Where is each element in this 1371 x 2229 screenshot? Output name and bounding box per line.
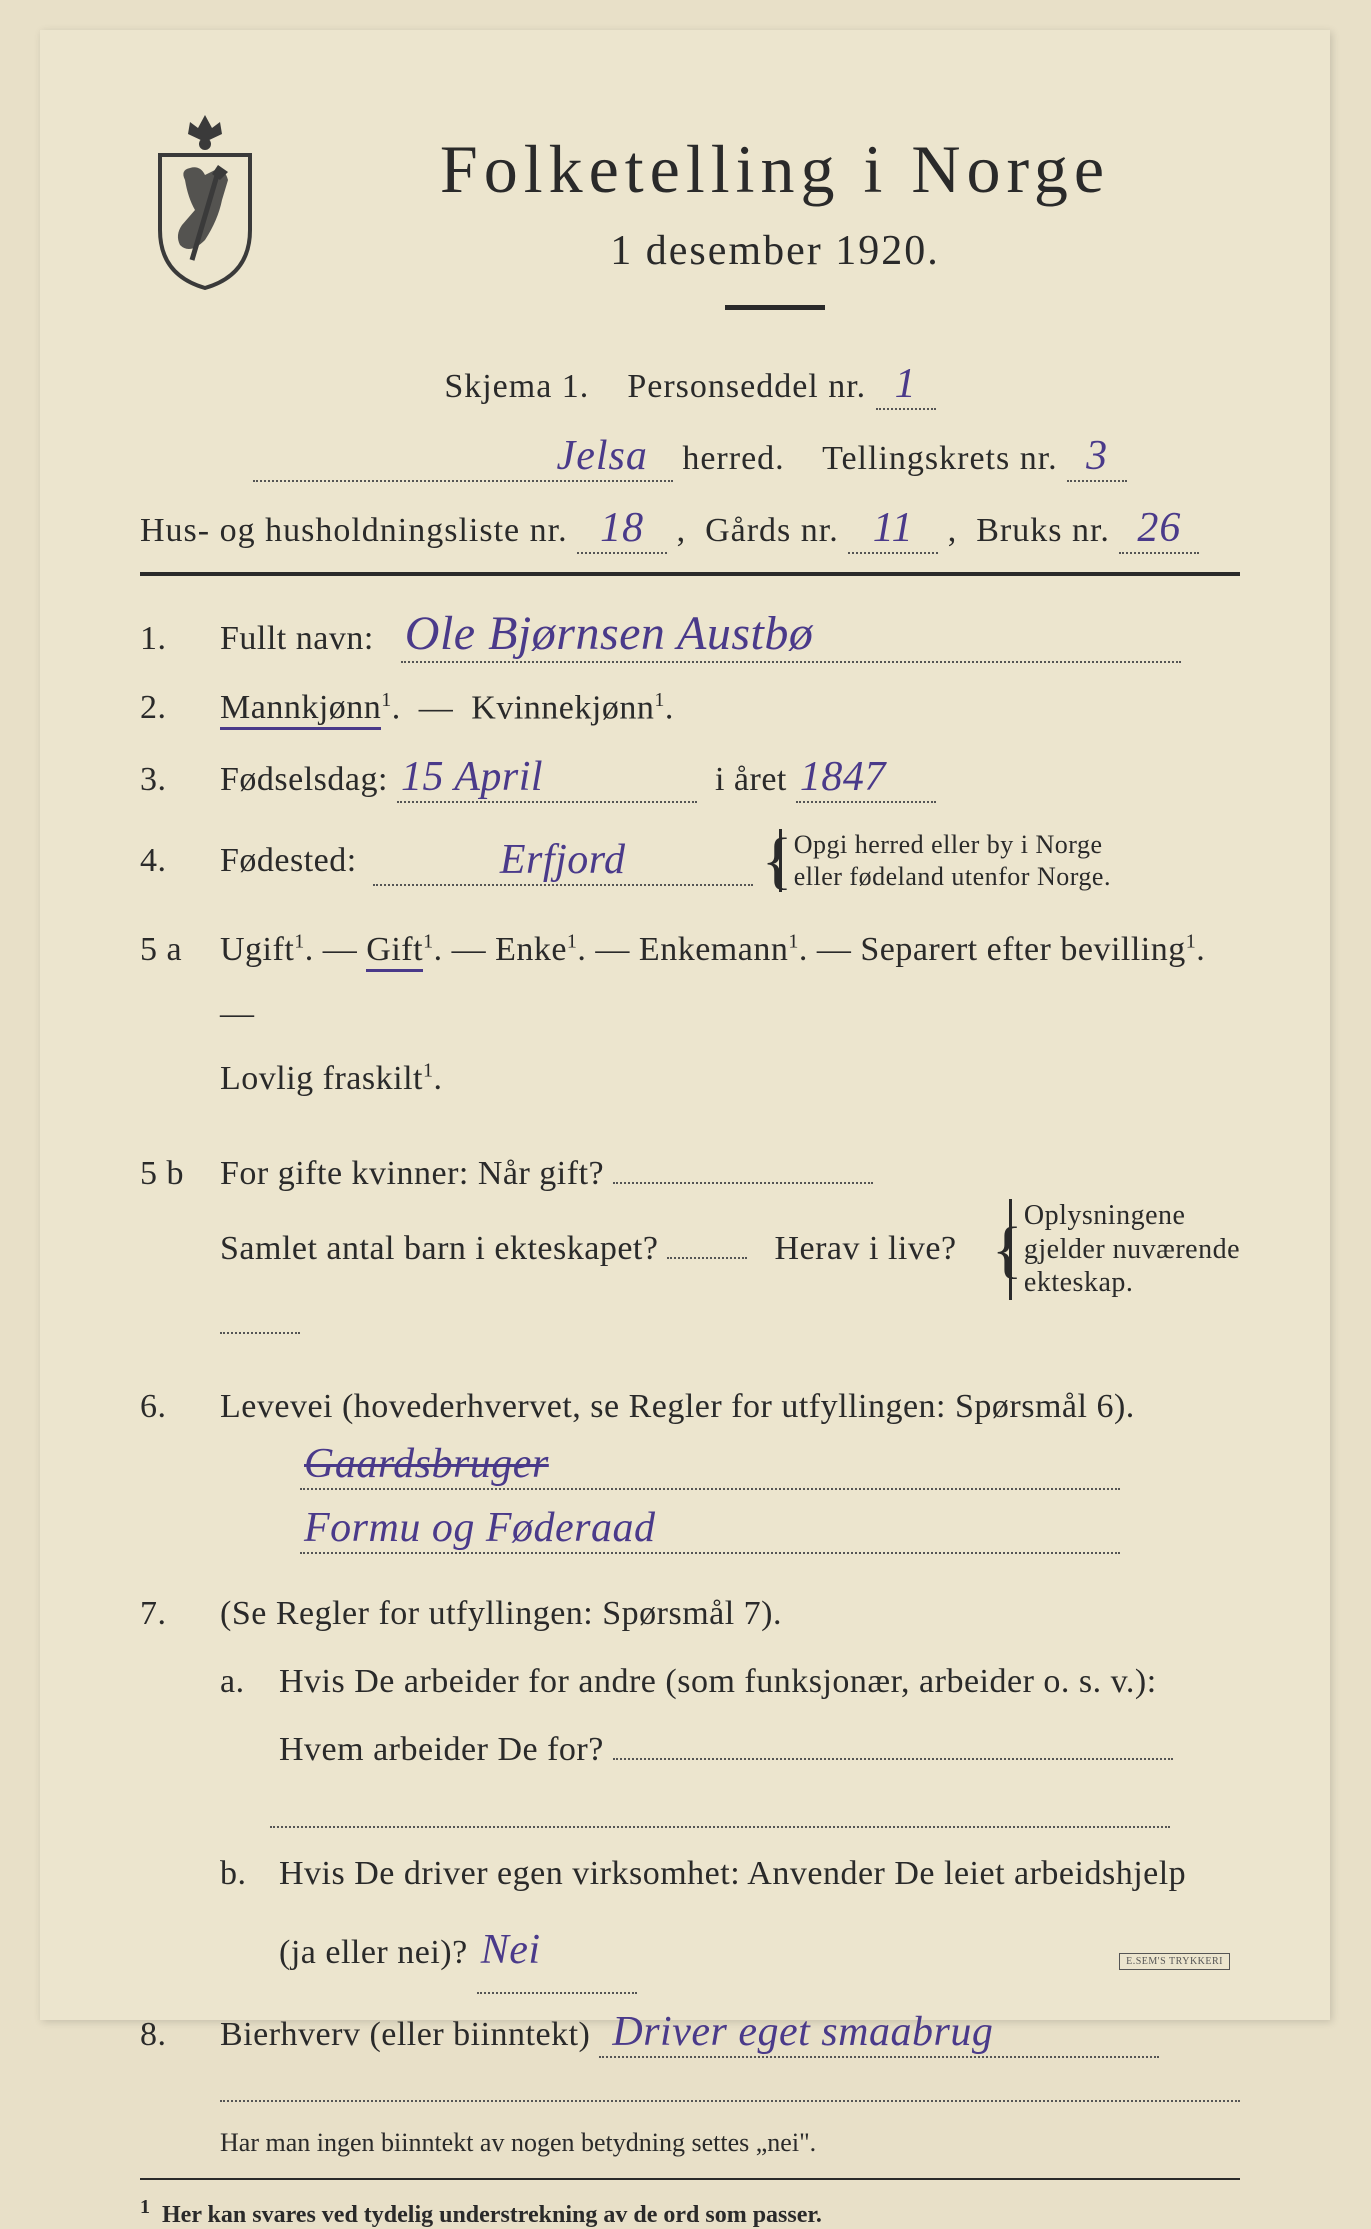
q7a-value xyxy=(613,1758,1173,1760)
q7-row: 7. (Se Regler for utfyllingen: Spørsmål … xyxy=(140,1580,1240,1994)
q3-year-label: i året xyxy=(715,761,787,798)
q2-female: Kvinnekjønn xyxy=(471,689,654,726)
q2-row: 2. Mannkjønn1. — Kvinnekjønn1. xyxy=(140,689,1240,727)
q7a-label: a. xyxy=(220,1648,270,1716)
q8-value: Driver eget smaabrug xyxy=(599,2008,1159,2058)
q5a-opt-enke: Enke xyxy=(495,931,567,968)
divider-bottom xyxy=(140,2178,1240,2180)
q5a-opt-ugift: Ugift xyxy=(220,931,294,968)
q3-body: Fødselsdag: 15 April i året 1847 xyxy=(220,753,1240,803)
q6-value: Formu og Føderaad xyxy=(300,1504,1240,1554)
q5a-opt-enkemann: Enkemann xyxy=(639,931,788,968)
schema-label: Skjema 1. xyxy=(444,368,589,405)
q6-label: Levevei (hovederhvervet, se Regler for u… xyxy=(220,1388,1135,1425)
q5b-line2b: Herav i live? xyxy=(774,1230,956,1267)
q5b-left: For gifte kvinner: Når gift? Samlet anta… xyxy=(220,1137,971,1361)
q5a-opt-separert: Separert efter bevilling xyxy=(860,931,1185,968)
q1-body: Fullt navn: Ole Bjørnsen Austbø xyxy=(220,606,1240,663)
q4-body: Fødested: Erfjord Opgi herred eller by i… xyxy=(220,829,1240,891)
subtitle: 1 desember 1920. xyxy=(310,227,1240,275)
q2-male: Mannkjønn xyxy=(220,689,381,730)
q8-body: Bierhverv (eller biinntekt) Driver eget … xyxy=(220,2008,1240,2102)
meta-line-1: Skjema 1. Personseddel nr. 1 xyxy=(140,360,1240,410)
q7a-value-line2 xyxy=(270,1790,1170,1828)
q7-label: (Se Regler for utfyllingen: Spørsmål 7). xyxy=(220,1595,782,1632)
q7-num: 7. xyxy=(140,1595,220,1633)
q7a-text2: Hvem arbeider De for? xyxy=(279,1731,604,1768)
q3-daymonth: 15 April xyxy=(397,753,697,803)
q6-body: Levevei (hovederhvervet, se Regler for u… xyxy=(220,1388,1240,1554)
tellingskrets-nr: 3 xyxy=(1067,432,1127,482)
personseddel-nr: 1 xyxy=(876,360,936,410)
q6-num: 6. xyxy=(140,1388,220,1426)
q3-row: 3. Fødselsdag: 15 April i året 1847 xyxy=(140,753,1240,803)
title-rule xyxy=(725,305,825,310)
q1-value: Ole Bjørnsen Austbø xyxy=(401,606,1181,663)
title-block: Folketelling i Norge 1 desember 1920. xyxy=(310,110,1240,350)
footnote: 1 Her kan svares ved tydelig understrekn… xyxy=(140,2196,1240,2229)
q7b-text1: Hvis De driver egen virksomhet: Anvender… xyxy=(279,1855,1186,1892)
q4-row: 4. Fødested: Erfjord Opgi herred eller b… xyxy=(140,829,1240,891)
footer-note: Har man ingen biinntekt av nogen betydni… xyxy=(220,2128,1240,2158)
gards-label: Gårds nr. xyxy=(705,512,839,549)
q7-body: (Se Regler for utfyllingen: Spørsmål 7).… xyxy=(220,1580,1240,1994)
q6-value-struck: Gaardsbruger xyxy=(300,1440,1240,1490)
q5a-num: 5 a xyxy=(140,931,220,969)
q8-row: 8. Bierhverv (eller biinntekt) Driver eg… xyxy=(140,2008,1240,2102)
footnote-text: Her kan svares ved tydelig understreknin… xyxy=(162,2202,822,2228)
q8-label: Bierhverv (eller biinntekt) xyxy=(220,2016,590,2053)
divider-top xyxy=(140,572,1240,576)
q2-body: Mannkjønn1. — Kvinnekjønn1. xyxy=(220,689,1240,727)
tellingskrets-label: Tellingskrets nr. xyxy=(822,440,1058,477)
q3-label: Fødselsdag: xyxy=(220,761,388,798)
census-form-page: Folketelling i Norge 1 desember 1920. Sk… xyxy=(40,30,1330,2020)
q3-num: 3. xyxy=(140,761,220,799)
header: Folketelling i Norge 1 desember 1920. xyxy=(140,110,1240,350)
q5a-row: 5 a Ugift1. — Gift1. — Enke1. — Enkemann… xyxy=(140,918,1240,1112)
q5a-body: Ugift1. — Gift1. — Enke1. — Enkemann1. —… xyxy=(220,918,1240,1112)
q5b-line1: For gifte kvinner: Når gift? xyxy=(220,1155,604,1192)
bruks-nr: 26 xyxy=(1119,504,1199,554)
q4-label: Fødested: xyxy=(220,842,357,880)
q5b-num: 5 b xyxy=(140,1155,220,1193)
q6-row: 6. Levevei (hovederhvervet, se Regler fo… xyxy=(140,1388,1240,1554)
q7b-value: Nei xyxy=(477,1908,637,1994)
printer-mark: E.SEM'S TRYKKERI xyxy=(1119,1953,1230,1970)
coat-of-arms-icon xyxy=(140,110,270,290)
q5b-gift-value xyxy=(613,1182,873,1184)
q5a-opt-gift: Gift xyxy=(366,931,423,972)
personseddel-label: Personseddel nr. xyxy=(627,368,866,405)
q5b-line2a: Samlet antal barn i ekteskapet? xyxy=(220,1230,658,1267)
q7a-text1: Hvis De arbeider for andre (som funksjon… xyxy=(279,1663,1157,1700)
herred-field: Jelsa xyxy=(253,432,673,482)
q5b-ilive-value xyxy=(220,1332,300,1334)
q5b-row: 5 b For gifte kvinner: Når gift? Samlet … xyxy=(140,1137,1240,1361)
q2-num: 2. xyxy=(140,689,220,727)
q1-num: 1. xyxy=(140,620,220,658)
main-title: Folketelling i Norge xyxy=(310,130,1240,209)
q8-value-line2 xyxy=(220,2064,1240,2102)
husliste-label: Hus- og husholdningsliste nr. xyxy=(140,512,568,549)
q4-num: 4. xyxy=(140,842,220,880)
q8-num: 8. xyxy=(140,2016,220,2054)
q7b-text2: (ja eller nei)? xyxy=(279,1934,468,1971)
q4-value: Erfjord xyxy=(373,836,753,886)
q5a-opt-fraskilt: Lovlig fraskilt xyxy=(220,1060,423,1097)
q1-row: 1. Fullt navn: Ole Bjørnsen Austbø xyxy=(140,606,1240,663)
meta-line-2: Jelsa herred. Tellingskrets nr. 3 xyxy=(140,432,1240,482)
meta-line-3: Hus- og husholdningsliste nr. 18 , Gårds… xyxy=(140,504,1240,554)
q3-year: 1847 xyxy=(796,753,936,803)
husliste-nr: 18 xyxy=(577,504,667,554)
q5b-note: Oplysningene gjelder nuværende ekteskap. xyxy=(1009,1199,1240,1300)
q7b-label: b. xyxy=(220,1840,270,1908)
q5b-body: For gifte kvinner: Når gift? Samlet anta… xyxy=(220,1137,1240,1361)
gards-nr: 11 xyxy=(848,504,938,554)
q1-label: Fullt navn: xyxy=(220,620,374,657)
herred-label: herred. xyxy=(682,440,784,477)
q4-note: Opgi herred eller by i Norge eller fødel… xyxy=(779,829,1111,891)
q5b-barn-value xyxy=(667,1257,747,1259)
bruks-label: Bruks nr. xyxy=(976,512,1110,549)
